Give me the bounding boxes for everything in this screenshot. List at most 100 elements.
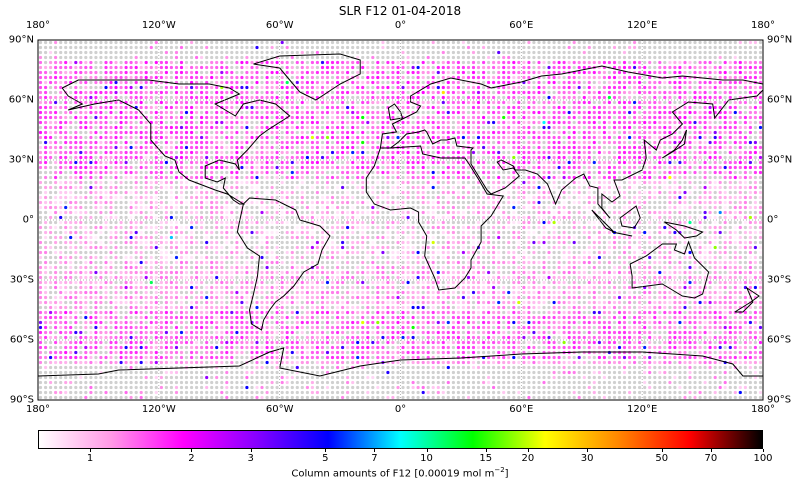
data-dot: [663, 85, 667, 90]
data-dot: [733, 95, 737, 100]
data-dot: [587, 70, 591, 75]
data-dot: [617, 65, 622, 70]
data-dot: [119, 125, 123, 130]
data-dot: [114, 110, 118, 115]
data-dot: [698, 40, 702, 45]
data-dot: [38, 40, 43, 45]
data-dot: [260, 45, 264, 50]
data-dot: [728, 120, 732, 125]
data-dot: [471, 195, 476, 200]
data-dot: [119, 105, 123, 110]
data-dot: [315, 170, 319, 175]
data-dot: [255, 150, 259, 155]
data-dot: [114, 70, 118, 75]
data-dot: [300, 65, 304, 70]
data-dot: [733, 160, 737, 165]
data-dot: [708, 145, 712, 150]
data-dot: [104, 150, 108, 155]
data-dot: [315, 70, 319, 75]
data-dot: [522, 40, 526, 45]
data-dot: [582, 130, 586, 135]
data-dot: [315, 150, 319, 155]
data-dot: [517, 205, 521, 210]
data-dot: [426, 45, 430, 50]
data-dot: [436, 45, 440, 50]
data-dot: [743, 190, 748, 195]
data-dot: [758, 150, 763, 155]
data-dot: [522, 140, 526, 145]
data-dot: [346, 200, 350, 205]
data-dot: [320, 80, 325, 85]
data-dot: [336, 130, 340, 135]
data-dot: [562, 115, 566, 120]
data-dot: [330, 150, 335, 155]
data-dot: [733, 170, 737, 175]
data-dot: [220, 160, 224, 165]
data-dot: [532, 115, 536, 120]
data-dot: [139, 170, 143, 175]
data-dot: [441, 95, 445, 100]
data-dot: [673, 135, 677, 140]
data-dot: [59, 120, 63, 125]
data-dot: [658, 70, 662, 75]
data-dot: [310, 125, 314, 130]
data-dot: [527, 195, 531, 200]
data-dot: [366, 110, 370, 115]
data-dot: [461, 120, 465, 125]
data-dot: [315, 45, 319, 50]
data-dot: [426, 155, 430, 160]
data-dot: [139, 100, 143, 105]
data-dot: [320, 115, 325, 120]
data-dot: [295, 130, 299, 135]
data-dot: [240, 95, 244, 100]
data-dot: [59, 135, 63, 140]
data-dot: [260, 115, 264, 120]
data-dot: [230, 180, 234, 185]
data-dot: [124, 90, 128, 95]
data-dot: [179, 80, 184, 85]
data-dot: [482, 65, 486, 70]
data-dot: [69, 205, 73, 210]
data-dot: [109, 60, 113, 65]
data-dot: [295, 120, 299, 125]
data-dot: [275, 115, 279, 120]
data-dot: [638, 65, 642, 70]
data-dot: [753, 150, 758, 155]
data-dot: [738, 170, 742, 175]
data-dot: [643, 75, 647, 80]
data-dot: [502, 145, 506, 150]
data-dot: [240, 185, 244, 190]
data-dot: [476, 160, 481, 165]
data-dot: [109, 70, 113, 75]
data-dot: [748, 55, 753, 60]
data-dot: [174, 205, 179, 210]
data-dot: [587, 135, 591, 140]
data-dot: [235, 135, 239, 140]
data-dot: [38, 200, 43, 205]
data-dot: [713, 145, 717, 150]
data-dot: [300, 140, 304, 145]
data-dot: [134, 135, 138, 140]
data-dot: [330, 115, 335, 120]
data-dot: [220, 205, 224, 210]
data-dot: [59, 205, 63, 210]
data-dot: [114, 195, 118, 200]
data-dot: [386, 70, 390, 75]
data-dot: [230, 40, 234, 45]
data-dot: [235, 145, 239, 150]
data-dot: [567, 115, 571, 120]
data-dot: [124, 130, 128, 135]
data-dot: [94, 55, 98, 60]
data-dot: [260, 95, 264, 100]
data-dot: [59, 90, 63, 95]
data-dot: [557, 185, 561, 190]
data-dot: [270, 50, 274, 55]
data-dot: [648, 85, 652, 90]
data-dot: [487, 55, 491, 60]
data-dot: [622, 60, 627, 65]
data-dot: [129, 185, 133, 190]
data-dot: [602, 200, 607, 205]
data-dot: [129, 110, 133, 115]
data-dot: [622, 90, 627, 95]
data-dot: [69, 120, 73, 125]
